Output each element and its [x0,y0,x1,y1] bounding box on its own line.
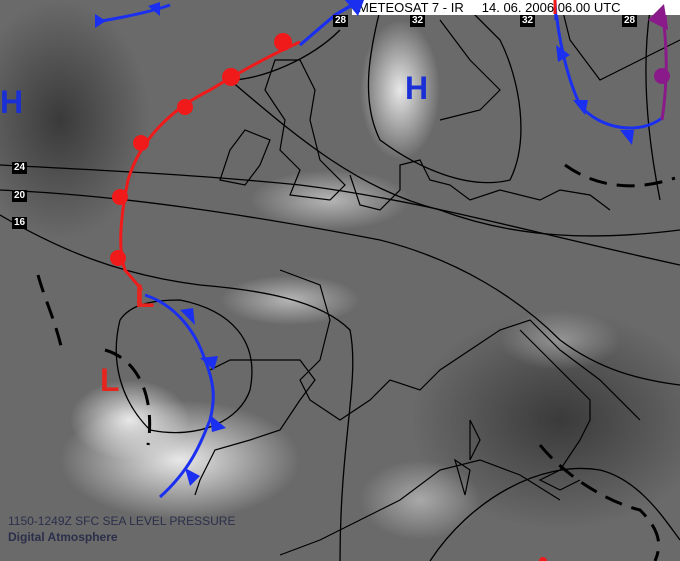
isobar-label: 20 [12,190,28,202]
isobar-label: 32 [410,15,426,27]
low-pressure-atlantic: L [100,362,120,398]
caption-product: 1150-1249Z SFC SEA LEVEL PRESSURE [8,514,236,528]
cold-front-southwest [144,293,226,499]
coastlines [194,0,680,556]
image-time: 06.00 UTC [557,0,621,15]
isobar-label: 24 [12,162,28,174]
high-pressure-west: H [0,84,24,120]
caption-source: Digital Atmosphere [8,530,118,544]
isobar-label: 32 [520,15,536,27]
image-date: 14. 06. 2006 [481,0,555,15]
troughs [36,163,676,561]
low-pressure-biscay: L [135,278,155,314]
isobar-label: 28 [622,15,638,27]
cold-front-northwest [94,2,171,28]
isobar-label: 16 [12,217,28,229]
satellite-header: METEOSAT 7 - IR 14. 06. 2006 06.00 UTC [352,0,680,15]
satellite-name: METEOSAT 7 - IR [358,0,464,15]
cold-front-east [553,0,663,145]
high-pressure-north: H [405,70,429,106]
isobar-label: 28 [333,15,349,27]
warm-front [110,33,301,291]
